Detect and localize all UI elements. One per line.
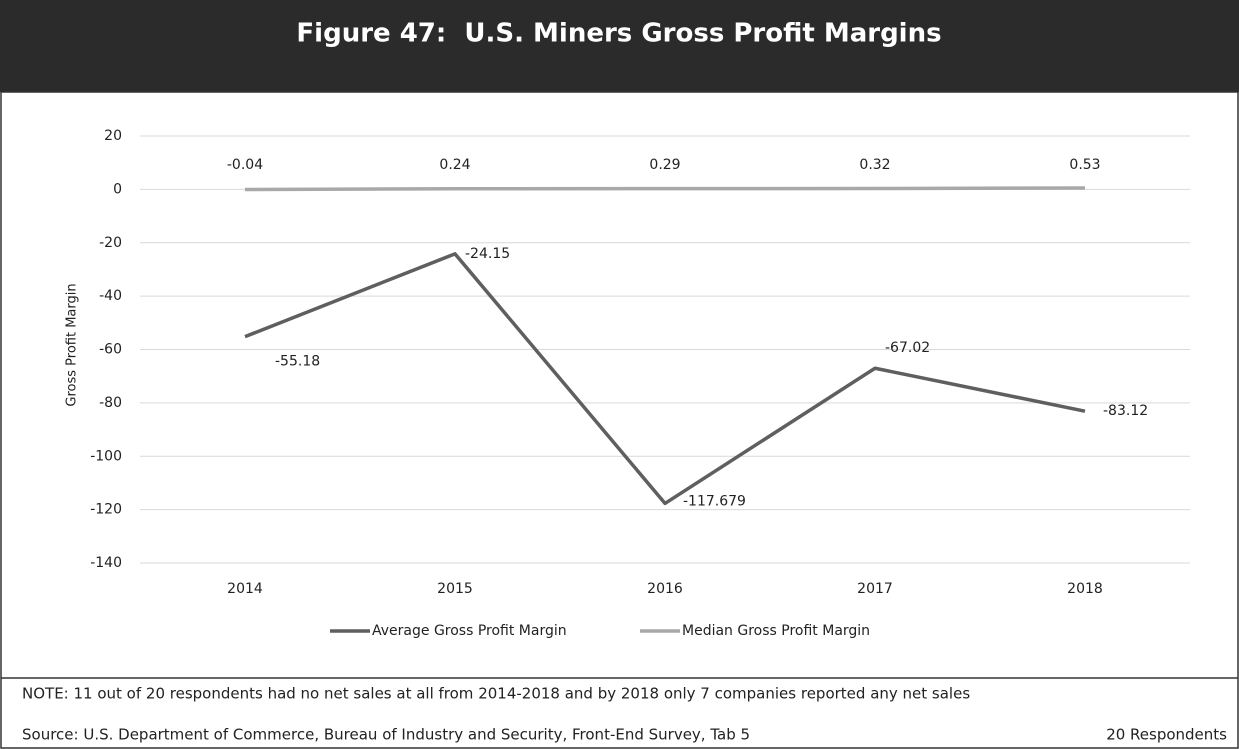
data-label: -67.02 [885, 340, 930, 356]
chart-title: Figure 47: U.S. Miners Gross Profit Marg… [296, 19, 941, 49]
data-label: -83.12 [1103, 403, 1148, 419]
data-label: 0.53 [1069, 157, 1100, 173]
x-tick-label: 2016 [647, 581, 683, 597]
title-bar [0, 0, 1239, 92]
y-tick-label: -120 [90, 502, 122, 518]
data-label: -0.04 [227, 157, 263, 173]
x-tick-label: 2018 [1067, 581, 1103, 597]
y-tick-label: -140 [90, 555, 122, 571]
data-label: 0.24 [439, 157, 470, 173]
y-tick-label: 0 [113, 181, 122, 197]
data-label: 0.32 [859, 157, 890, 173]
y-axis-label: Gross Profit Margin [65, 283, 80, 406]
frame [0, 91, 1239, 749]
x-tick-label: 2014 [227, 581, 263, 597]
data-label: 0.29 [649, 157, 680, 173]
data-label: -24.15 [465, 246, 510, 262]
data-label: -55.18 [275, 354, 320, 370]
data-label: -117.679 [683, 493, 746, 509]
series-line [244, 186, 1086, 192]
legend-label: Average Gross Profit Margin [372, 623, 567, 639]
y-tick-label: -60 [99, 342, 122, 358]
y-tick-label: -20 [99, 235, 122, 251]
y-tick-label: 20 [104, 128, 122, 144]
source: Source: U.S. Department of Commerce, Bur… [22, 726, 750, 744]
x-tick-label: 2015 [437, 581, 473, 597]
y-tick-label: -100 [90, 448, 122, 464]
respondents: 20 Respondents [1106, 726, 1227, 744]
y-tick-label: -80 [99, 395, 122, 411]
legend-label: Median Gross Profit Margin [682, 623, 870, 639]
y-tick-label: -40 [99, 288, 122, 304]
series-line [244, 252, 1086, 506]
x-tick-label: 2017 [857, 581, 893, 597]
note: NOTE: 11 out of 20 respondents had no ne… [22, 685, 970, 703]
